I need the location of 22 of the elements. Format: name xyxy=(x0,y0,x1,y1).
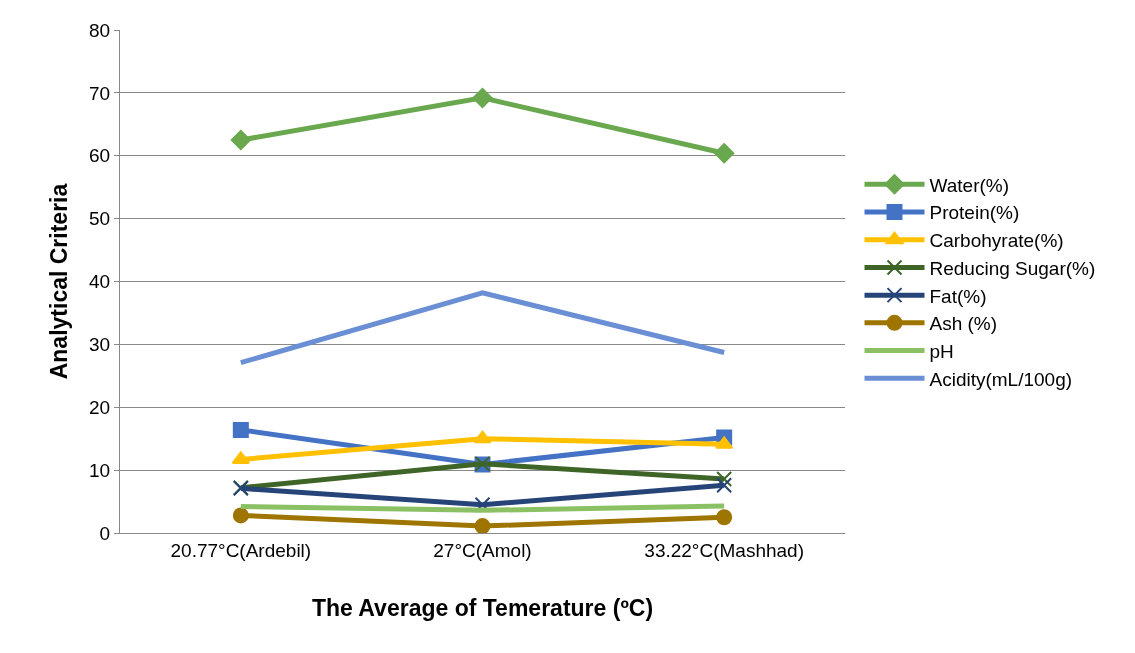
legend-label: Water(%) xyxy=(929,174,1010,196)
y-tick-label: 40 xyxy=(89,271,111,293)
legend-label: Protein(%) xyxy=(929,202,1020,224)
y-tick-label: 10 xyxy=(89,459,111,481)
y-tick-label: 60 xyxy=(89,145,111,167)
y-tick-label: 50 xyxy=(89,208,111,230)
legend-label: Carbohyrate(%) xyxy=(929,230,1064,252)
x-tick-label: 27°C(Amol) xyxy=(433,539,532,561)
y-tick-label: 70 xyxy=(89,82,111,104)
y-tick-label: 30 xyxy=(89,334,111,356)
x-tick-label: 33.22°C(Mashhad) xyxy=(644,539,805,561)
legend-label: Ash (%) xyxy=(929,313,998,335)
y-axis-title: Analytical Criteria xyxy=(45,183,72,380)
legend-label: pH xyxy=(929,340,954,362)
legend-label: Reducing Sugar(%) xyxy=(929,257,1096,279)
y-tick-label: 80 xyxy=(89,19,111,41)
y-tick-label: 20 xyxy=(89,396,111,418)
legend-label: Fat(%) xyxy=(929,285,987,307)
x-axis-title: The Average of Temerature (ºC) xyxy=(311,595,654,622)
x-tick-label: 20.77°C(Ardebil) xyxy=(170,539,312,561)
legend-label: Acidity(mL/100g) xyxy=(929,368,1073,390)
y-tick-label: 0 xyxy=(99,522,111,544)
